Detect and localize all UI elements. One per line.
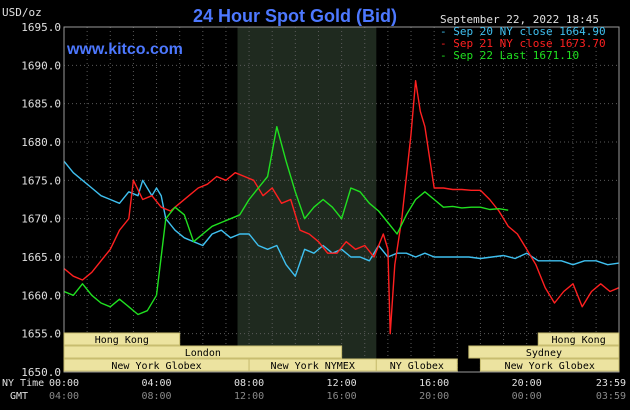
watermark: www.kitco.com (66, 41, 183, 58)
y-tick-label: 1655.0 (21, 328, 61, 341)
session-bar (479, 358, 620, 372)
y-tick-label: 1675.0 (21, 174, 61, 187)
x-tick-label-ny: 16:00 (419, 378, 449, 389)
x-tick-label-ny: 00:00 (49, 378, 79, 389)
session-label: NY Globex (390, 361, 444, 372)
series-line-3 (63, 125, 509, 316)
session-bars: Hong Kong Hong Kong London Sydney New York G… (63, 332, 620, 372)
date-text: September 22, 2022 18:45 (440, 13, 599, 26)
x-tick-label-ny: 04:00 (141, 378, 171, 389)
x-tick-label-gmt: 04:00 (49, 391, 79, 402)
session-label: Hong Kong (95, 335, 149, 346)
series-layer (63, 79, 620, 335)
x-tick-label-gmt: 03:59 (596, 391, 626, 402)
y-tick-label: 1685.0 (21, 98, 61, 111)
session-bar (63, 332, 181, 346)
session-bar (537, 332, 620, 346)
session-label: New York Globex (111, 361, 201, 372)
x-tick-label-gmt: 08:00 (141, 391, 171, 402)
y-tick-label: 1690.0 (21, 59, 61, 72)
legend-entry: - Sep 21 NY close 1673.70 (440, 37, 606, 50)
session-label: New York NYMEX (271, 361, 355, 372)
x-tick-label-gmt: 12:00 (234, 391, 264, 402)
session-bar (63, 345, 343, 359)
x-tick-labels: 00:00 04:00 04:00 08:00 08:00 12:00 12:00 16:00… (49, 378, 626, 402)
y-axis-unit: USD/oz (2, 6, 42, 19)
y-tick-label: 1670.0 (21, 213, 61, 226)
x-tick-label-ny: 20:00 (512, 378, 542, 389)
y-tick-labels: 1695.0 1690.0 1685.0 1680.0 1675.0 1670.0 1665… (21, 21, 61, 379)
series-line-2 (63, 79, 620, 335)
chart-title: 24 Hour Spot Gold (Bid) (193, 6, 397, 26)
x-tick-label-gmt: 20:00 (419, 391, 449, 402)
x-tick-label-ny: 08:00 (234, 378, 264, 389)
y-tick-label: 1660.0 (21, 289, 61, 302)
x-tick-label-gmt: 16:00 (327, 391, 357, 402)
series-line-1 (63, 160, 620, 277)
legend: - Sep 20 NY close 1664.90- Sep 21 NY clo… (440, 25, 606, 62)
session-label: London (185, 348, 221, 359)
session-label: New York Globex (505, 361, 595, 372)
ny-time-label: NY Time (2, 378, 44, 389)
y-tick-label: 1650.0 (21, 366, 61, 379)
session-bar (468, 345, 620, 359)
y-tick-label: 1695.0 (21, 21, 61, 34)
session-label: Sydney (526, 348, 562, 359)
x-tick-label-gmt: 00:00 (512, 391, 542, 402)
x-tick-label-ny: 12:00 (327, 378, 357, 389)
legend-entry: - Sep 22 Last 1671.10 (440, 49, 579, 62)
session-label: Hong Kong (552, 335, 606, 346)
gmt-label: GMT (10, 391, 28, 402)
session-bar (375, 358, 458, 372)
y-tick-label: 1665.0 (21, 251, 61, 264)
nymex-session-shade (237, 27, 377, 372)
legend-entry: - Sep 20 NY close 1664.90 (440, 25, 606, 38)
x-tick-label-ny: 23:59 (596, 378, 626, 389)
y-tick-label: 1680.0 (21, 136, 61, 149)
plot-border (63, 26, 620, 373)
